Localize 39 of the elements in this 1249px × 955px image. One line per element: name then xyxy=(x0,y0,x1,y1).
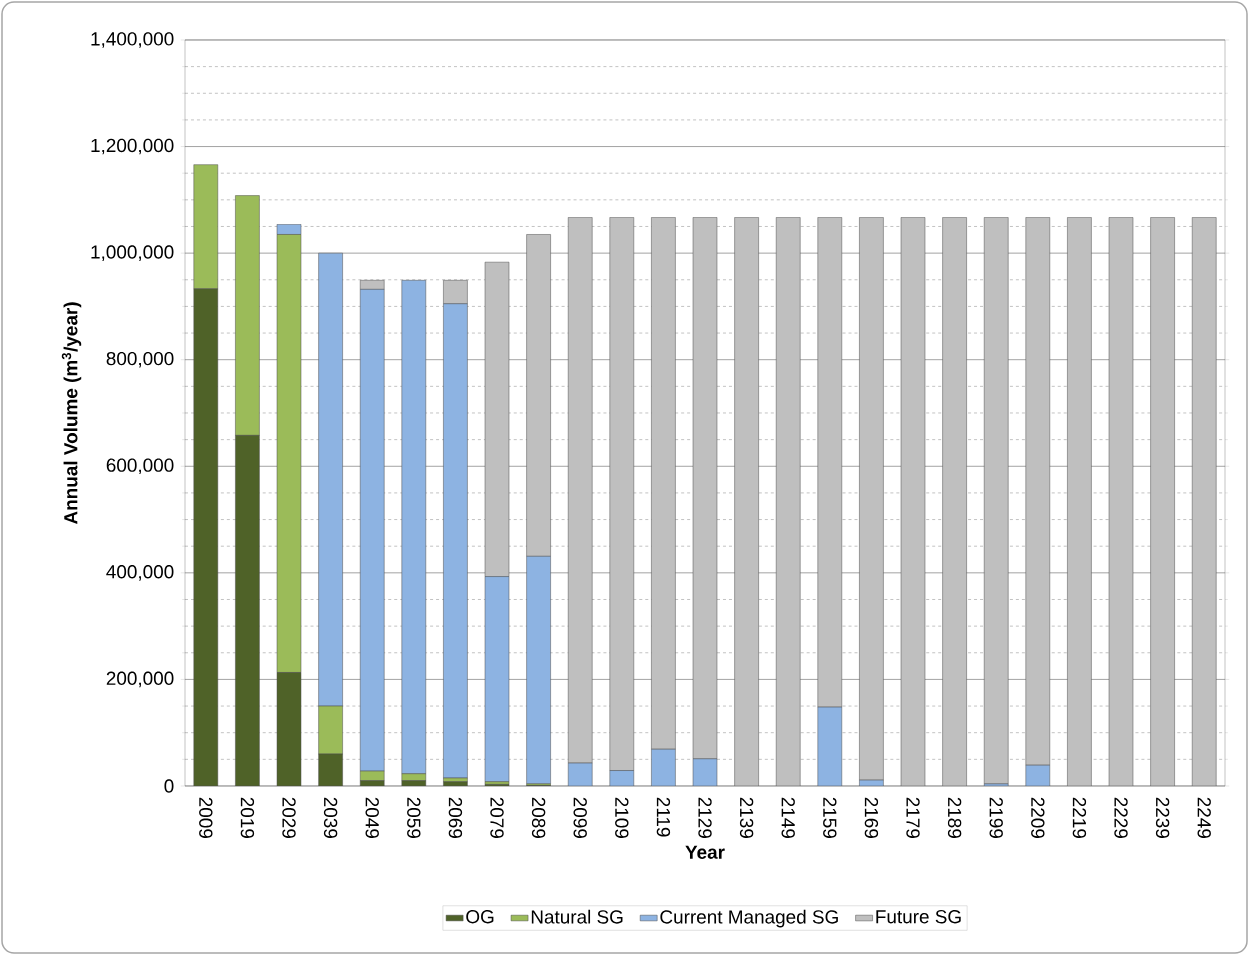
x-tick-label: 2139 xyxy=(739,797,754,838)
x-tick-label: 2039 xyxy=(323,797,338,838)
y-tick-label: 600,000 xyxy=(106,458,174,475)
y-tick-label: 0 xyxy=(164,779,174,793)
legend-label: Future SG xyxy=(876,910,961,924)
x-tick-label: 2169 xyxy=(864,797,879,838)
x-tick-label: 2099 xyxy=(573,797,587,838)
x-tick-label: 2229 xyxy=(1114,797,1128,838)
x-tick-label: 2159 xyxy=(823,797,837,838)
x-tick-label: 2089 xyxy=(531,797,546,838)
x-tick-label: 2239 xyxy=(1155,797,1170,838)
y-tick-label: 800,000 xyxy=(106,351,174,368)
legend-label: Natural SG xyxy=(531,909,623,924)
y-tick-label: 1,200,000 xyxy=(91,138,174,155)
legend-label: Current Managed SG xyxy=(660,909,838,928)
x-tick-label: 2249 xyxy=(1197,797,1211,838)
y-tick-label: 200,000 xyxy=(106,671,174,688)
y-tick-label: 1,000,000 xyxy=(91,245,174,261)
y-tick-label: 1,400,000 xyxy=(91,32,174,48)
x-tick-label: 2219 xyxy=(1072,797,1087,838)
x-tick-label: 2049 xyxy=(365,797,379,838)
x-tick-label: 2199 xyxy=(989,797,1003,838)
x-tick-label: 2149 xyxy=(781,797,795,838)
x-tick-label: 2109 xyxy=(615,797,629,838)
x-tick-label: 2009 xyxy=(199,797,213,838)
x-tick-label: 2209 xyxy=(1031,797,1045,838)
x-tick-label: 2179 xyxy=(906,797,920,838)
x-tick-label: 2069 xyxy=(448,797,463,838)
x-tick-label: 2059 xyxy=(407,797,421,838)
y-tick-label: 400,000 xyxy=(106,565,174,581)
y-axis-title: Annual Volume (m$^{3}$/year) xyxy=(61,302,82,525)
x-axis-title: Year xyxy=(685,845,725,859)
x-tick-label: 2079 xyxy=(490,797,504,838)
x-tick-label: 2019 xyxy=(240,797,255,838)
legend-label: OG xyxy=(466,910,494,924)
x-tick-label: 2189 xyxy=(947,797,962,838)
x-tick-label: 2129 xyxy=(698,797,712,838)
x-tick-label: 2119 xyxy=(656,797,671,837)
x-tick-label: 2029 xyxy=(282,797,296,838)
